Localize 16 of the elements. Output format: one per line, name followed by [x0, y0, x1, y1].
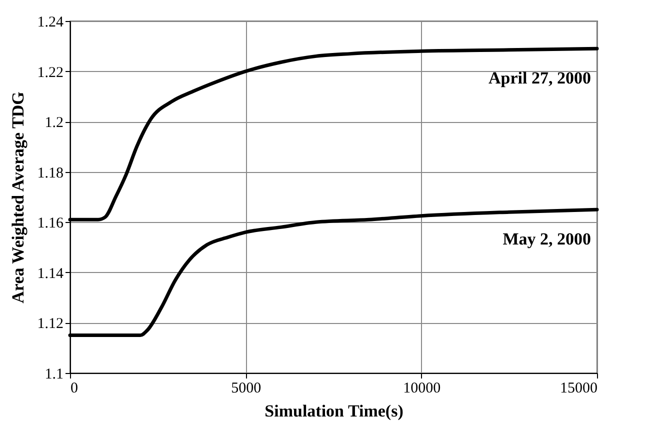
y-tick-label: 1.16	[37, 216, 64, 232]
y-tick-label: 1.1	[44, 366, 64, 382]
series-label: May 2, 2000	[502, 230, 591, 249]
x-axis-title: Simulation Time(s)	[264, 402, 404, 420]
y-tick-label: 1.22	[37, 64, 64, 81]
y-tick-label: 1.24	[37, 14, 64, 30]
x-tick-label: 15000	[560, 380, 598, 396]
x-tick-label: 5000	[231, 380, 262, 396]
series-label: April 27, 2000	[488, 68, 591, 88]
y-tick-label: 1.14	[37, 266, 64, 282]
x-tick-label: 0	[70, 380, 78, 396]
y-axis-title: Area Weighted Average TDG	[8, 92, 28, 304]
x-tick-label: 10000	[403, 380, 441, 396]
y-tick-label: 1.18	[37, 165, 64, 182]
y-tick-label: 1.12	[37, 316, 64, 332]
y-tick-label: 1.2	[44, 115, 64, 132]
